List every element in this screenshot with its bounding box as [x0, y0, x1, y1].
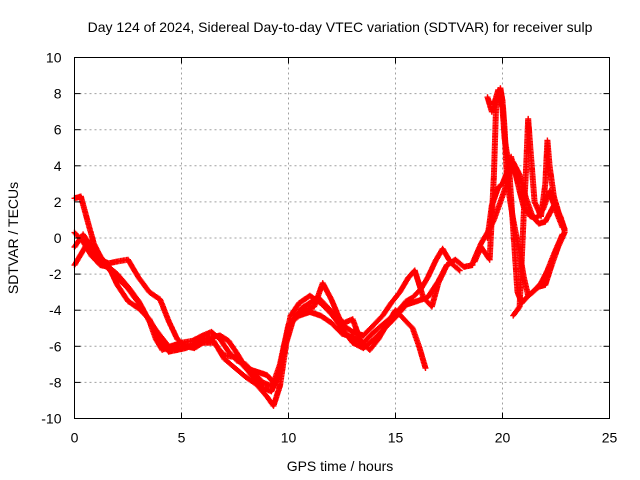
y-tick-label: -2	[49, 266, 62, 282]
series-track-9	[510, 115, 568, 319]
x-tick-label: 5	[178, 430, 186, 446]
x-tick-label: 10	[281, 430, 297, 446]
data-point-markers	[484, 87, 566, 306]
data-point-markers	[510, 115, 568, 319]
grid-lines	[74, 57, 610, 419]
y-tick-label: 10	[46, 50, 62, 66]
y-tick-label: -8	[49, 374, 62, 390]
series-track-8	[484, 87, 566, 306]
y-tick-label: -4	[49, 302, 62, 318]
x-axis-ticks: 0 5 10 15 20 25	[71, 57, 618, 446]
x-axis-label: GPS time / hours	[287, 458, 394, 474]
y-tick-label: 8	[54, 86, 62, 102]
y-tick-label: -10	[41, 411, 61, 427]
y-axis-label: SDTVAR / TECUs	[5, 182, 21, 294]
y-tick-label: 2	[54, 194, 62, 210]
chart-title: Day 124 of 2024, Sidereal Day-to-day VTE…	[88, 19, 593, 35]
x-tick-label: 25	[602, 430, 618, 446]
y-tick-label: 6	[54, 122, 62, 138]
y-tick-label: -6	[49, 338, 62, 354]
y-tick-label: 0	[54, 230, 62, 246]
x-tick-label: 15	[388, 430, 404, 446]
y-axis-ticks: -10 -8 -6 -4 -2 0 2 4 6 8 10	[41, 50, 610, 427]
x-tick-label: 0	[71, 430, 79, 446]
data-marks	[71, 85, 568, 409]
x-tick-label: 20	[495, 430, 511, 446]
y-tick-label: 4	[54, 158, 62, 174]
